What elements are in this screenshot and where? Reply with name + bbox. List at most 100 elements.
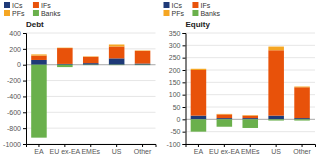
y-tick: 350	[169, 30, 186, 37]
y-tick-label: 400	[9, 30, 21, 37]
bar-series	[191, 47, 310, 116]
bar-segment	[109, 44, 125, 46]
y-tick-label: 350	[169, 30, 181, 37]
legend-label: Banks	[200, 10, 220, 17]
bar-segment	[294, 87, 310, 118]
x-axis: EAEU ex-EAEMEsUSOther	[27, 144, 157, 155]
y-tick-mark	[183, 70, 186, 71]
grid-line	[26, 33, 156, 34]
panel: -1000-800-600-400-2000200400EAEU ex-EAEM…	[3, 2, 156, 155]
bar-segment	[217, 118, 233, 119]
plot-area: -1000-800-600-400-2000200400EAEU ex-EAEM…	[3, 30, 156, 155]
panel: -100-50050100150200250300350EAEU ex-EAEM…	[164, 2, 316, 155]
x-axis-line	[186, 145, 316, 148]
x-axis-line	[27, 145, 157, 148]
chart-canvas: -1000-800-600-400-2000200400EAEU ex-EAEM…	[0, 0, 319, 158]
y-tick: -200	[7, 77, 26, 84]
y-axis-line	[183, 34, 187, 145]
y-tick: 250	[169, 54, 186, 61]
bar-segment	[217, 119, 233, 126]
bar-segment	[268, 119, 284, 120]
y-tick-label: 0	[17, 61, 21, 68]
y-tick: 200	[9, 46, 26, 53]
bar-segment	[217, 114, 233, 118]
x-tick-mark	[302, 144, 303, 147]
bar-segment	[242, 119, 258, 128]
x-tick: EMEs	[81, 144, 100, 155]
legend-item: IFs	[33, 2, 51, 9]
x-tick-mark	[250, 144, 251, 147]
bar-segment	[135, 64, 151, 65]
bar-segment	[217, 113, 233, 114]
bar-series	[191, 50, 310, 118]
bar-segment	[57, 47, 73, 48]
y-tick: 300	[169, 42, 186, 49]
bar-segment	[31, 54, 47, 55]
bar-segment	[242, 118, 258, 119]
y-tick-label: 200	[169, 67, 181, 74]
legend-label: Banks	[41, 10, 61, 17]
x-tick-label: EA	[34, 148, 44, 155]
legend-swatch	[33, 10, 39, 16]
y-tick-mark	[183, 95, 186, 96]
legend-item: Banks	[192, 10, 220, 17]
y-tick-mark	[183, 107, 186, 108]
y-tick: -400	[7, 93, 26, 100]
bar-segment	[83, 64, 99, 65]
x-tick: US	[112, 144, 122, 155]
y-tick-mark	[23, 65, 26, 66]
y-axis: -1000 -800 -600 -400 -200 0 200 400	[3, 30, 26, 148]
y-tick-mark	[23, 33, 26, 34]
legend-label: IFs	[200, 2, 210, 9]
y-axis-line	[23, 34, 27, 145]
x-axis: EAEU ex-EAEMEsUSOther	[186, 144, 316, 155]
bar-segment	[109, 64, 125, 65]
y-tick-label: -50	[170, 128, 180, 135]
legend-label: ICs	[172, 2, 183, 9]
y-tick: -600	[7, 109, 26, 116]
grid-line	[186, 45, 316, 46]
y-tick: 100	[169, 91, 186, 98]
bars	[191, 47, 310, 132]
chart-title: Debt	[26, 20, 44, 29]
bar-segment	[109, 46, 125, 58]
x-tick-mark	[38, 144, 39, 147]
grid	[186, 33, 316, 144]
y-tick: -100	[166, 141, 185, 148]
y-tick-label: 200	[9, 46, 21, 53]
bar-segment	[294, 119, 310, 120]
y-tick: -1000	[3, 141, 26, 148]
y-tick-label: -800	[7, 125, 21, 132]
y-axis: -100-50050100150200250300350	[166, 30, 186, 148]
bar-segment	[135, 50, 151, 51]
y-tick-label: 300	[169, 42, 181, 49]
chart-root: -1000-800-600-400-2000200400EAEU ex-EAEM…	[0, 0, 319, 158]
bar-segment	[268, 50, 284, 115]
x-tick-mark	[276, 144, 277, 147]
x-tick-label: US	[271, 148, 281, 155]
y-tick-label: 150	[169, 79, 181, 86]
y-tick: 0	[177, 116, 186, 123]
bar-segment	[191, 69, 207, 70]
legend-swatch	[4, 2, 10, 8]
bar-segment	[31, 56, 47, 60]
bar-segment	[135, 51, 151, 64]
grid-line	[186, 57, 316, 58]
y-tick-mark	[183, 119, 186, 120]
plot-area: -100-50050100150200250300350EAEU ex-EAEM…	[166, 30, 315, 155]
x-tick-label: EA	[194, 148, 204, 155]
x-tick: EA	[194, 144, 204, 155]
x-tick-label: Other	[134, 148, 152, 155]
bar-segment	[268, 116, 284, 120]
bar-segment	[191, 116, 207, 120]
y-tick: 400	[9, 30, 26, 37]
x-tick: EMEs	[241, 144, 260, 155]
bar-segment	[242, 115, 258, 116]
y-tick-label: -200	[7, 77, 21, 84]
y-tick-label: 0	[177, 116, 181, 123]
bar-series	[31, 65, 150, 138]
legend-label: PFs	[12, 10, 25, 17]
x-tick: US	[271, 144, 281, 155]
x-tick-mark	[198, 144, 199, 147]
bar-segment	[83, 63, 99, 65]
